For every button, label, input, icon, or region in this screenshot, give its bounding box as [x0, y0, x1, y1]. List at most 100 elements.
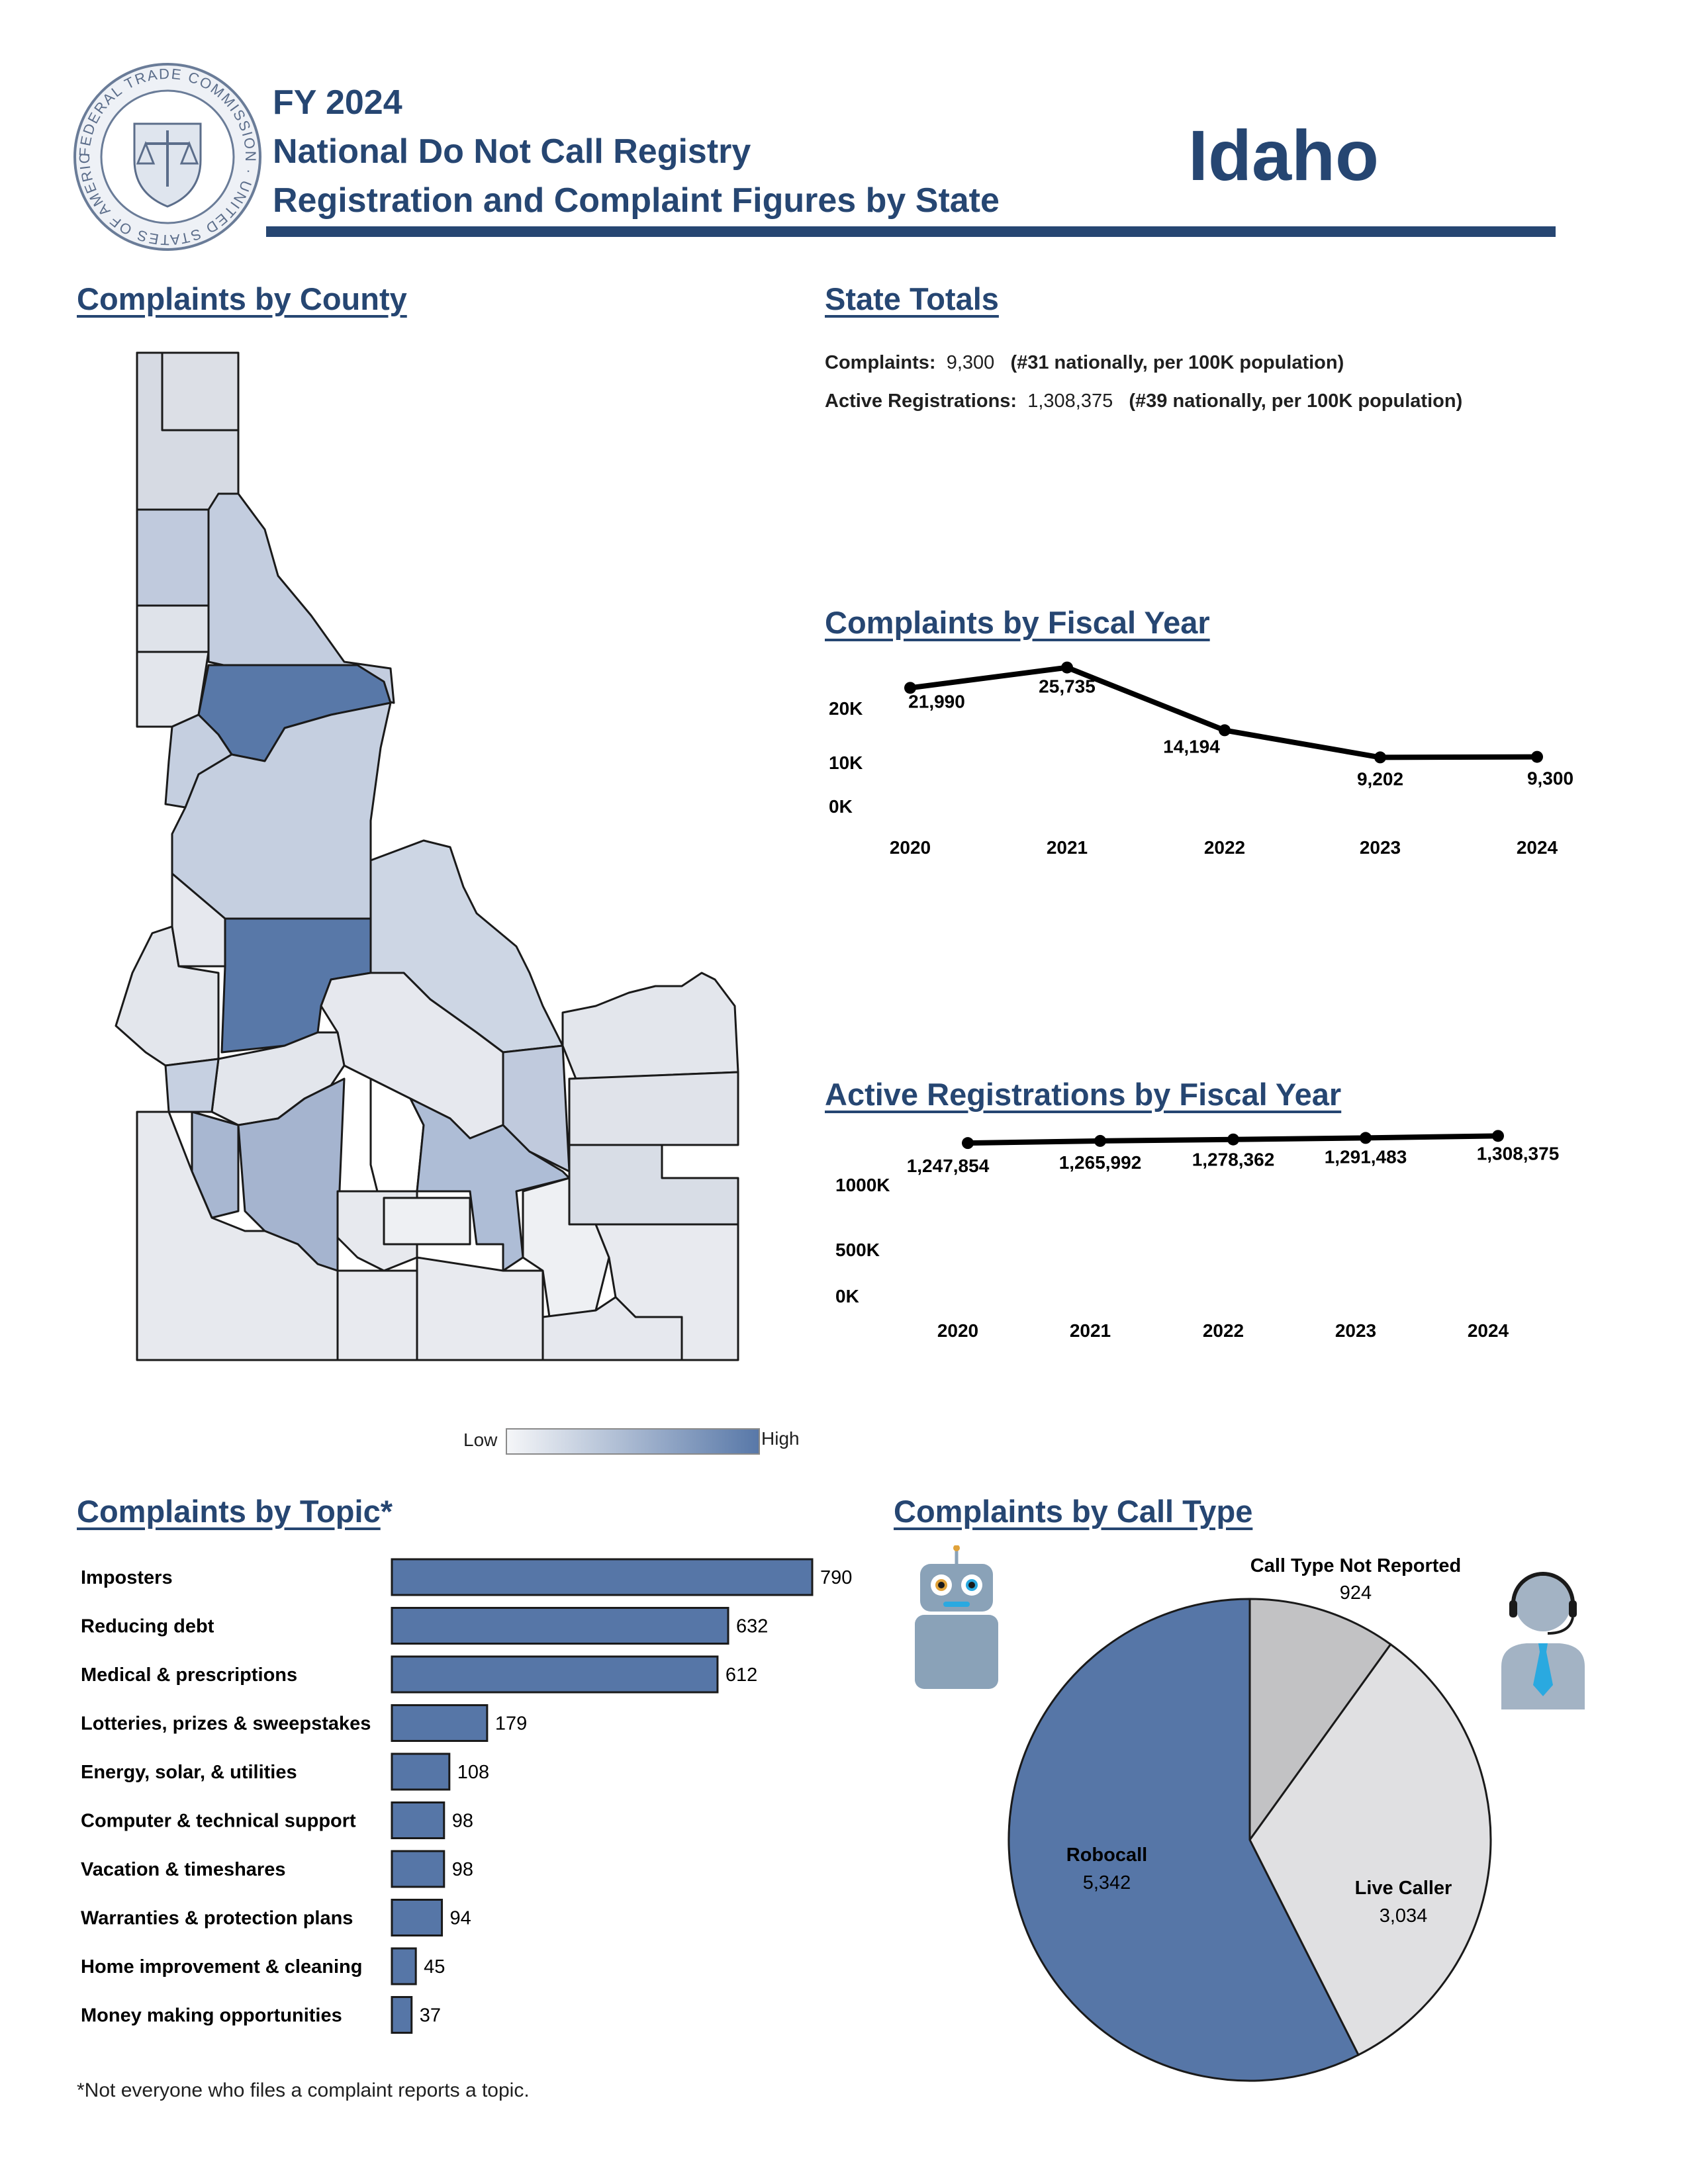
- topic-category-label: Reducing debt: [81, 1616, 214, 1637]
- complaints-series-line: [910, 664, 1538, 760]
- fy-complaints-section-title: Complaints by Fiscal Year: [825, 605, 1210, 640]
- y-tick-label: 0K: [835, 1286, 859, 1306]
- topic-bar: [391, 1752, 451, 1791]
- complaints-line-chart: 0K 10K 20K 21,990 2020 25,735 2021 14,194 2022 9,…: [829, 661, 1573, 858]
- topic-bar: [391, 1947, 417, 1985]
- topic-bar: [391, 1607, 729, 1645]
- county-boundary: [416, 1256, 544, 1361]
- topic-bar: [391, 1558, 814, 1596]
- topic-value-label: 632: [736, 1616, 768, 1637]
- topic-bar: [391, 1996, 413, 2034]
- data-point: [1219, 724, 1231, 737]
- county-boundary: [541, 1296, 683, 1361]
- county-boundary: [522, 1177, 610, 1318]
- pie-category-label: Live Caller: [1355, 1878, 1452, 1899]
- data-label: 25,735: [1039, 676, 1096, 697]
- county-boundary: [237, 1077, 346, 1272]
- y-tick-label: 500K: [835, 1240, 880, 1260]
- x-tick-label: 2020: [890, 837, 931, 858]
- county-boundary: [383, 1197, 471, 1246]
- data-label: 1,265,992: [1059, 1152, 1142, 1173]
- state-name: Idaho: [1188, 115, 1379, 195]
- pie-category-label: Call Type Not Reported: [1250, 1555, 1462, 1576]
- county-boundary: [136, 604, 210, 653]
- totals-registrations: Active Registrations: 1,308,375 (#39 nat…: [825, 390, 1462, 412]
- pie-slice: [1008, 1598, 1360, 2082]
- topic-category-label: Money making opportunities: [81, 2005, 342, 2026]
- topic-category-label: Vacation & timeshares: [81, 1859, 285, 1880]
- call-center-agent-icon: [1501, 1572, 1585, 1709]
- topic-title-text: Complaints by Topic: [77, 1494, 381, 1529]
- robot-icon: [915, 1545, 998, 1689]
- data-point: [1360, 1132, 1372, 1144]
- totals-complaints-rank: (#31 nationally, per 100K population): [1010, 352, 1344, 373]
- totals-complaints-value: 9,300: [946, 352, 995, 373]
- topic-value-label: 45: [424, 1956, 445, 1978]
- county-boundary: [409, 1097, 571, 1272]
- topic-category-label: Medical & prescriptions: [81, 1664, 297, 1686]
- x-tick-label: 2022: [1204, 837, 1245, 858]
- topic-value-label: 108: [457, 1762, 489, 1783]
- topic-footnote: *Not everyone who files a complaint repo…: [77, 2079, 530, 2101]
- x-tick-label: 2021: [1070, 1320, 1111, 1341]
- county-section-title: Complaints by County: [77, 281, 407, 316]
- county-boundary: [191, 1111, 240, 1219]
- topic-bar: [391, 1801, 445, 1839]
- topic-value-label: 94: [450, 1908, 471, 1929]
- calltype-section-title: Complaints by Call Type: [894, 1494, 1253, 1529]
- y-tick-label: 10K: [829, 752, 863, 773]
- totals-complaints-label: Complaints:: [825, 352, 936, 373]
- data-label: 1,247,854: [907, 1156, 990, 1176]
- county-boundary: [568, 1144, 739, 1226]
- data-label: 21,990: [908, 691, 965, 711]
- county-boundary: [136, 508, 210, 607]
- topic-value-label: 790: [820, 1567, 852, 1588]
- legend-low-label: Low: [463, 1430, 498, 1450]
- y-tick-label: 0K: [829, 796, 853, 817]
- report-year: FY 2024: [273, 83, 402, 122]
- header-rule: [266, 226, 1556, 237]
- data-point: [904, 682, 916, 694]
- topic-value-label: 98: [452, 1811, 473, 1832]
- topic-bar: [391, 1850, 445, 1888]
- ftc-seal: FEDERAL TRADE COMMISSION · UNITED STATES…: [71, 61, 261, 251]
- pie-value-label: 924: [1340, 1582, 1372, 1604]
- county-boundary: [561, 972, 739, 1080]
- topic-bar: [391, 1899, 444, 1936]
- topic-bar-chart: Imposters 790 Reducing debt 632 Medical & pr…: [81, 1558, 852, 2034]
- data-label: 9,300: [1527, 768, 1573, 789]
- data-point: [1094, 1134, 1106, 1147]
- legend-high-label: High: [761, 1428, 800, 1449]
- county-boundary: [568, 1071, 739, 1146]
- totals-registrations-rank: (#39 nationally, per 100K population): [1129, 390, 1463, 412]
- pie-slice: [1248, 1643, 1492, 2056]
- topic-category-label: Warranties & protection plans: [81, 1908, 353, 1929]
- legend-gradient: [506, 1428, 760, 1455]
- topic-value-label: 612: [726, 1664, 757, 1686]
- topic-category-label: Home improvement & cleaning: [81, 1956, 362, 1978]
- data-point: [962, 1137, 974, 1150]
- x-tick-label: 2022: [1203, 1320, 1244, 1341]
- x-tick-label: 2021: [1047, 837, 1088, 858]
- data-point: [1227, 1133, 1239, 1146]
- fy-registrations-section-title: Active Registrations by Fiscal Year: [825, 1077, 1342, 1112]
- x-tick-label: 2023: [1360, 837, 1401, 858]
- data-point: [1374, 751, 1386, 764]
- county-boundary: [336, 1269, 418, 1361]
- data-label: 14,194: [1163, 736, 1220, 756]
- pie-value-label: 5,342: [1083, 1872, 1131, 1893]
- totals-section-title: State Totals: [825, 281, 999, 316]
- topic-category-label: Energy, solar, & utilities: [81, 1762, 297, 1783]
- data-label: 1,308,375: [1477, 1143, 1560, 1163]
- totals-registrations-value: 1,308,375: [1027, 390, 1113, 412]
- topic-section-title: Complaints by Topic*: [77, 1493, 393, 1529]
- registrations-line-chart: 0K 500K 1000K 1,247,854 2020 1,265,992 2021 1,2…: [835, 1130, 1560, 1341]
- x-tick-label: 2023: [1335, 1320, 1376, 1341]
- topic-title-star: *: [380, 1494, 393, 1529]
- county-map: [115, 351, 739, 1361]
- pie-category-label: Robocall: [1066, 1844, 1147, 1866]
- x-tick-label: 2024: [1468, 1320, 1509, 1341]
- x-tick-label: 2024: [1517, 837, 1558, 858]
- county-boundary: [136, 1111, 339, 1361]
- y-tick-label: 1000K: [835, 1175, 890, 1195]
